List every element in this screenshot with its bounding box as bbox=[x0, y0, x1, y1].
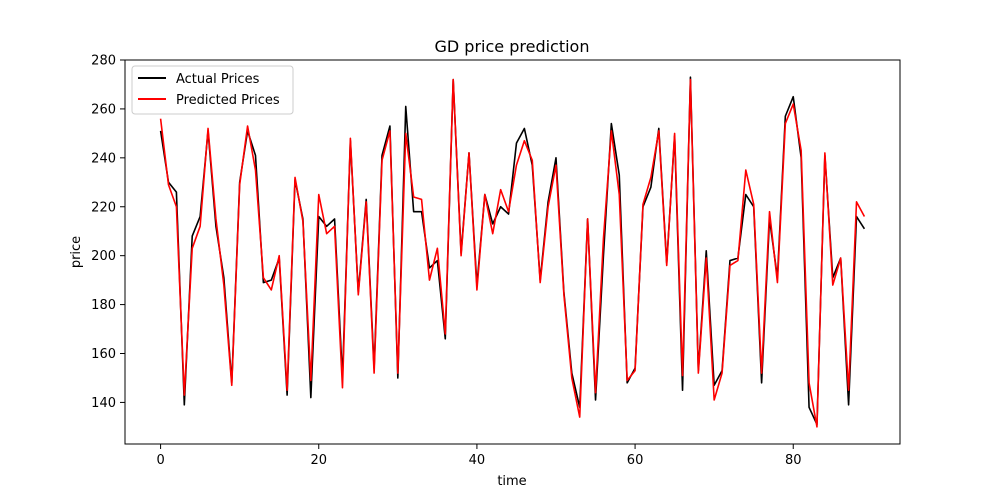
legend-box bbox=[131, 65, 294, 115]
y-tick-label: 180 bbox=[91, 298, 116, 313]
y-tick-label: 140 bbox=[91, 396, 116, 411]
y-tick-label: 220 bbox=[91, 200, 116, 215]
x-axis-label: time bbox=[497, 474, 526, 489]
chart-title: GD price prediction bbox=[435, 37, 590, 56]
plot-frame bbox=[124, 59, 901, 445]
y-tick-label: 160 bbox=[91, 347, 116, 362]
y-tick-label: 280 bbox=[91, 54, 116, 69]
x-axis: 0 20 40 60 80 bbox=[156, 444, 802, 468]
series-line-predicted-prices bbox=[159, 78, 866, 428]
legend-label-actual: Actual Prices bbox=[176, 72, 260, 87]
series-layer bbox=[159, 76, 866, 428]
x-tick-label: 20 bbox=[310, 453, 327, 468]
legend: Actual Prices Predicted Prices bbox=[131, 65, 294, 115]
y-tick-label: 260 bbox=[91, 102, 116, 117]
y-axis: 140 160 180 200 220 240 260 280 bbox=[91, 54, 125, 411]
x-tick-label: 80 bbox=[785, 453, 802, 468]
y-tick-label: 200 bbox=[91, 249, 116, 264]
y-axis-label: price bbox=[69, 236, 84, 268]
x-tick-label: 40 bbox=[469, 453, 486, 468]
y-tick-label: 240 bbox=[91, 151, 116, 166]
x-tick-label: 0 bbox=[156, 453, 164, 468]
legend-label-predicted: Predicted Prices bbox=[176, 93, 280, 108]
x-tick-label: 60 bbox=[627, 453, 644, 468]
